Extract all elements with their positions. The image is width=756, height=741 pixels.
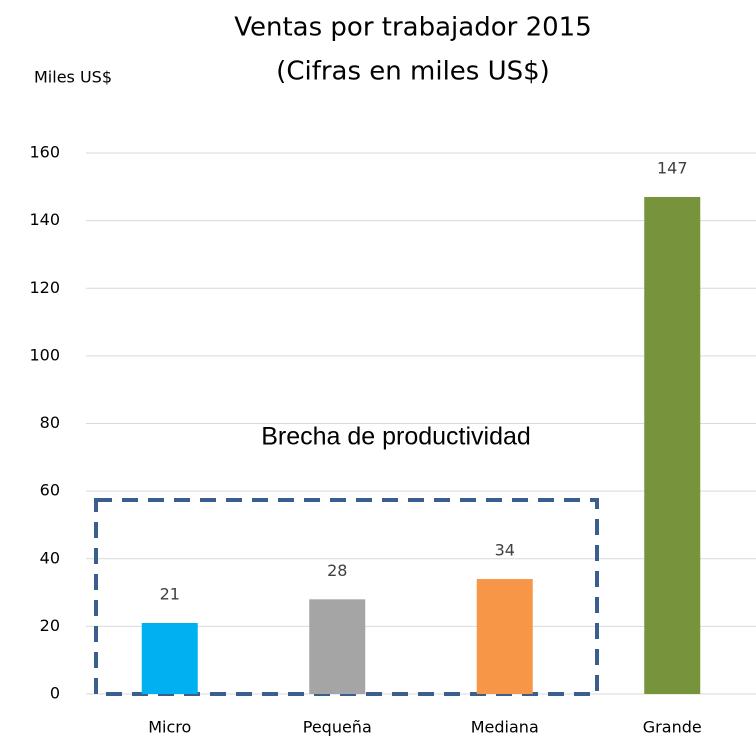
y-tick-label: 140 [29,210,60,229]
chart-subtitle: (Cifras en miles US$) [276,57,550,87]
value-label: 21 [160,584,180,603]
x-tick-label: Grande [643,718,702,737]
y-tick-label: 120 [29,278,60,297]
value-label: 34 [495,541,515,560]
y-tick-label: 0 [50,684,60,703]
x-tick-label: Micro [148,718,191,737]
value-label: 28 [327,561,347,580]
y-tick-label: 60 [40,481,60,500]
value-label: 147 [657,158,688,177]
bar [476,579,533,694]
bar [644,196,701,695]
bar [309,599,366,694]
y-axis-label: Miles US$ [34,68,112,87]
chart-title: Ventas por trabajador 2015 [234,13,592,43]
y-tick-label: 20 [40,616,60,635]
y-tick-label: 160 [29,143,60,162]
y-tick-label: 100 [29,345,60,364]
x-tick-label: Mediana [471,718,539,737]
y-tick-label: 40 [40,548,60,567]
annotation: Brecha de productividad [261,423,531,451]
y-tick-label: 80 [40,413,60,432]
bar [141,622,198,694]
x-tick-label: Pequeña [303,718,372,737]
